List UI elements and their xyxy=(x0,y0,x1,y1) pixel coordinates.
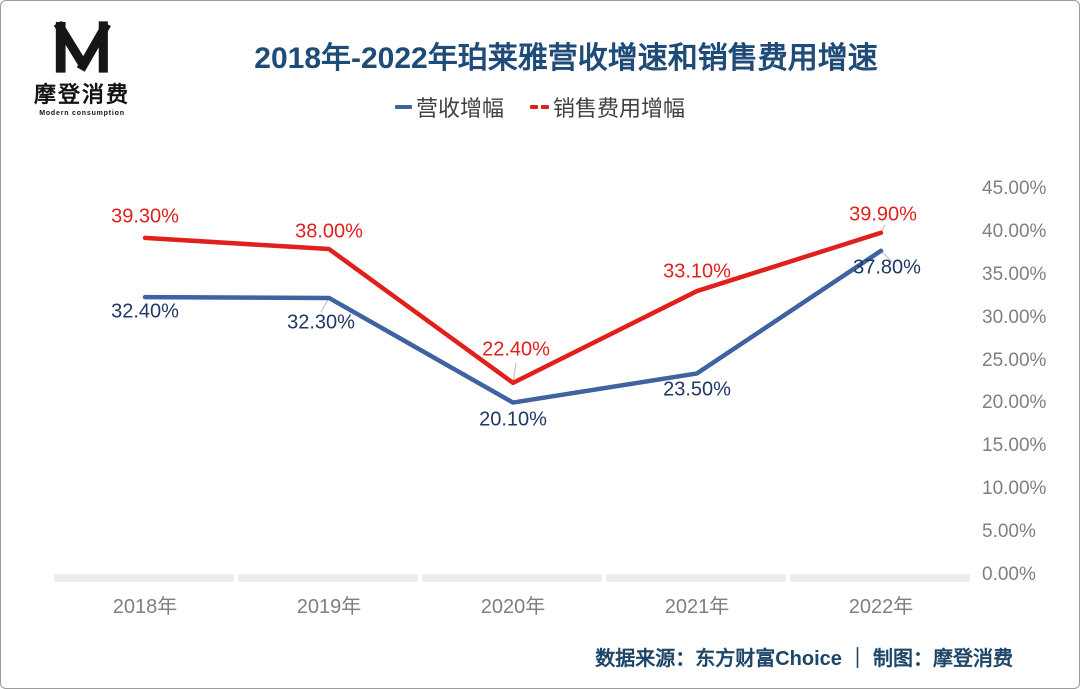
y-tick-label: 45.00% xyxy=(982,178,1047,199)
legend-item-expense: 销售费用增幅 xyxy=(530,91,685,123)
y-tick-label: 20.00% xyxy=(982,392,1047,414)
legend-label-revenue: 营收增幅 xyxy=(415,96,504,121)
x-tick-label: 2021年 xyxy=(664,596,730,618)
data-label: 33.10% xyxy=(663,260,731,283)
series-line xyxy=(142,230,884,386)
legend: 营收增幅 销售费用增幅 xyxy=(1,91,1079,123)
x-tick-label: 2018年 xyxy=(112,596,178,618)
y-tick-label: 30.00% xyxy=(982,306,1047,328)
series-line xyxy=(142,248,884,405)
m-logo-icon xyxy=(53,20,111,73)
legend-item-revenue: 营收增幅 xyxy=(394,91,504,123)
x-tick-label: 2022年 xyxy=(848,596,914,618)
logo: 摩登消费 Modern consumption xyxy=(29,19,135,117)
logo-name: 摩登消费 xyxy=(33,82,130,107)
axis-band-segment xyxy=(238,574,418,582)
legend-label-expense: 销售费用增幅 xyxy=(553,96,686,121)
axis-band-segment xyxy=(54,574,234,582)
data-label: 32.40% xyxy=(111,300,179,323)
y-tick-label: 15.00% xyxy=(982,435,1047,457)
y-tick-label: 5.00% xyxy=(982,521,1036,543)
data-label: 20.10% xyxy=(479,408,547,431)
y-tick-label: 35.00% xyxy=(982,263,1047,285)
label-leader-line xyxy=(320,297,330,313)
label-leader-line xyxy=(880,250,893,263)
data-label: 22.40% xyxy=(482,338,550,361)
x-tick-label: 2020年 xyxy=(480,596,546,618)
y-tick-label: 25.00% xyxy=(982,349,1047,371)
data-label: 39.30% xyxy=(111,205,179,228)
y-tick-label: 0.00% xyxy=(982,564,1036,585)
data-label: 39.90% xyxy=(849,203,917,226)
data-label: 37.80% xyxy=(853,256,921,279)
axis-band-segment xyxy=(790,574,970,582)
x-tick-label: 2019年 xyxy=(296,596,362,618)
axis-band-segment xyxy=(606,574,786,582)
label-leader-line xyxy=(512,362,517,383)
legend-marker-expense-icon xyxy=(530,105,549,109)
data-label: 32.30% xyxy=(287,311,355,334)
axis-band-segment xyxy=(422,574,602,582)
y-tick-label: 10.00% xyxy=(982,478,1047,500)
data-label: 38.00% xyxy=(295,220,363,243)
legend-marker-revenue-icon xyxy=(394,105,412,109)
data-label: 23.50% xyxy=(663,378,731,401)
logo-subtitle: Modern consumption xyxy=(39,110,125,117)
source-note: 数据来源：东方财富Choice ｜ 制图：摩登消费 xyxy=(595,648,1013,670)
chart-title: 2018年-2022年珀莱雅营收增速和销售费用增速 xyxy=(254,42,878,75)
y-tick-label: 40.00% xyxy=(982,220,1047,242)
